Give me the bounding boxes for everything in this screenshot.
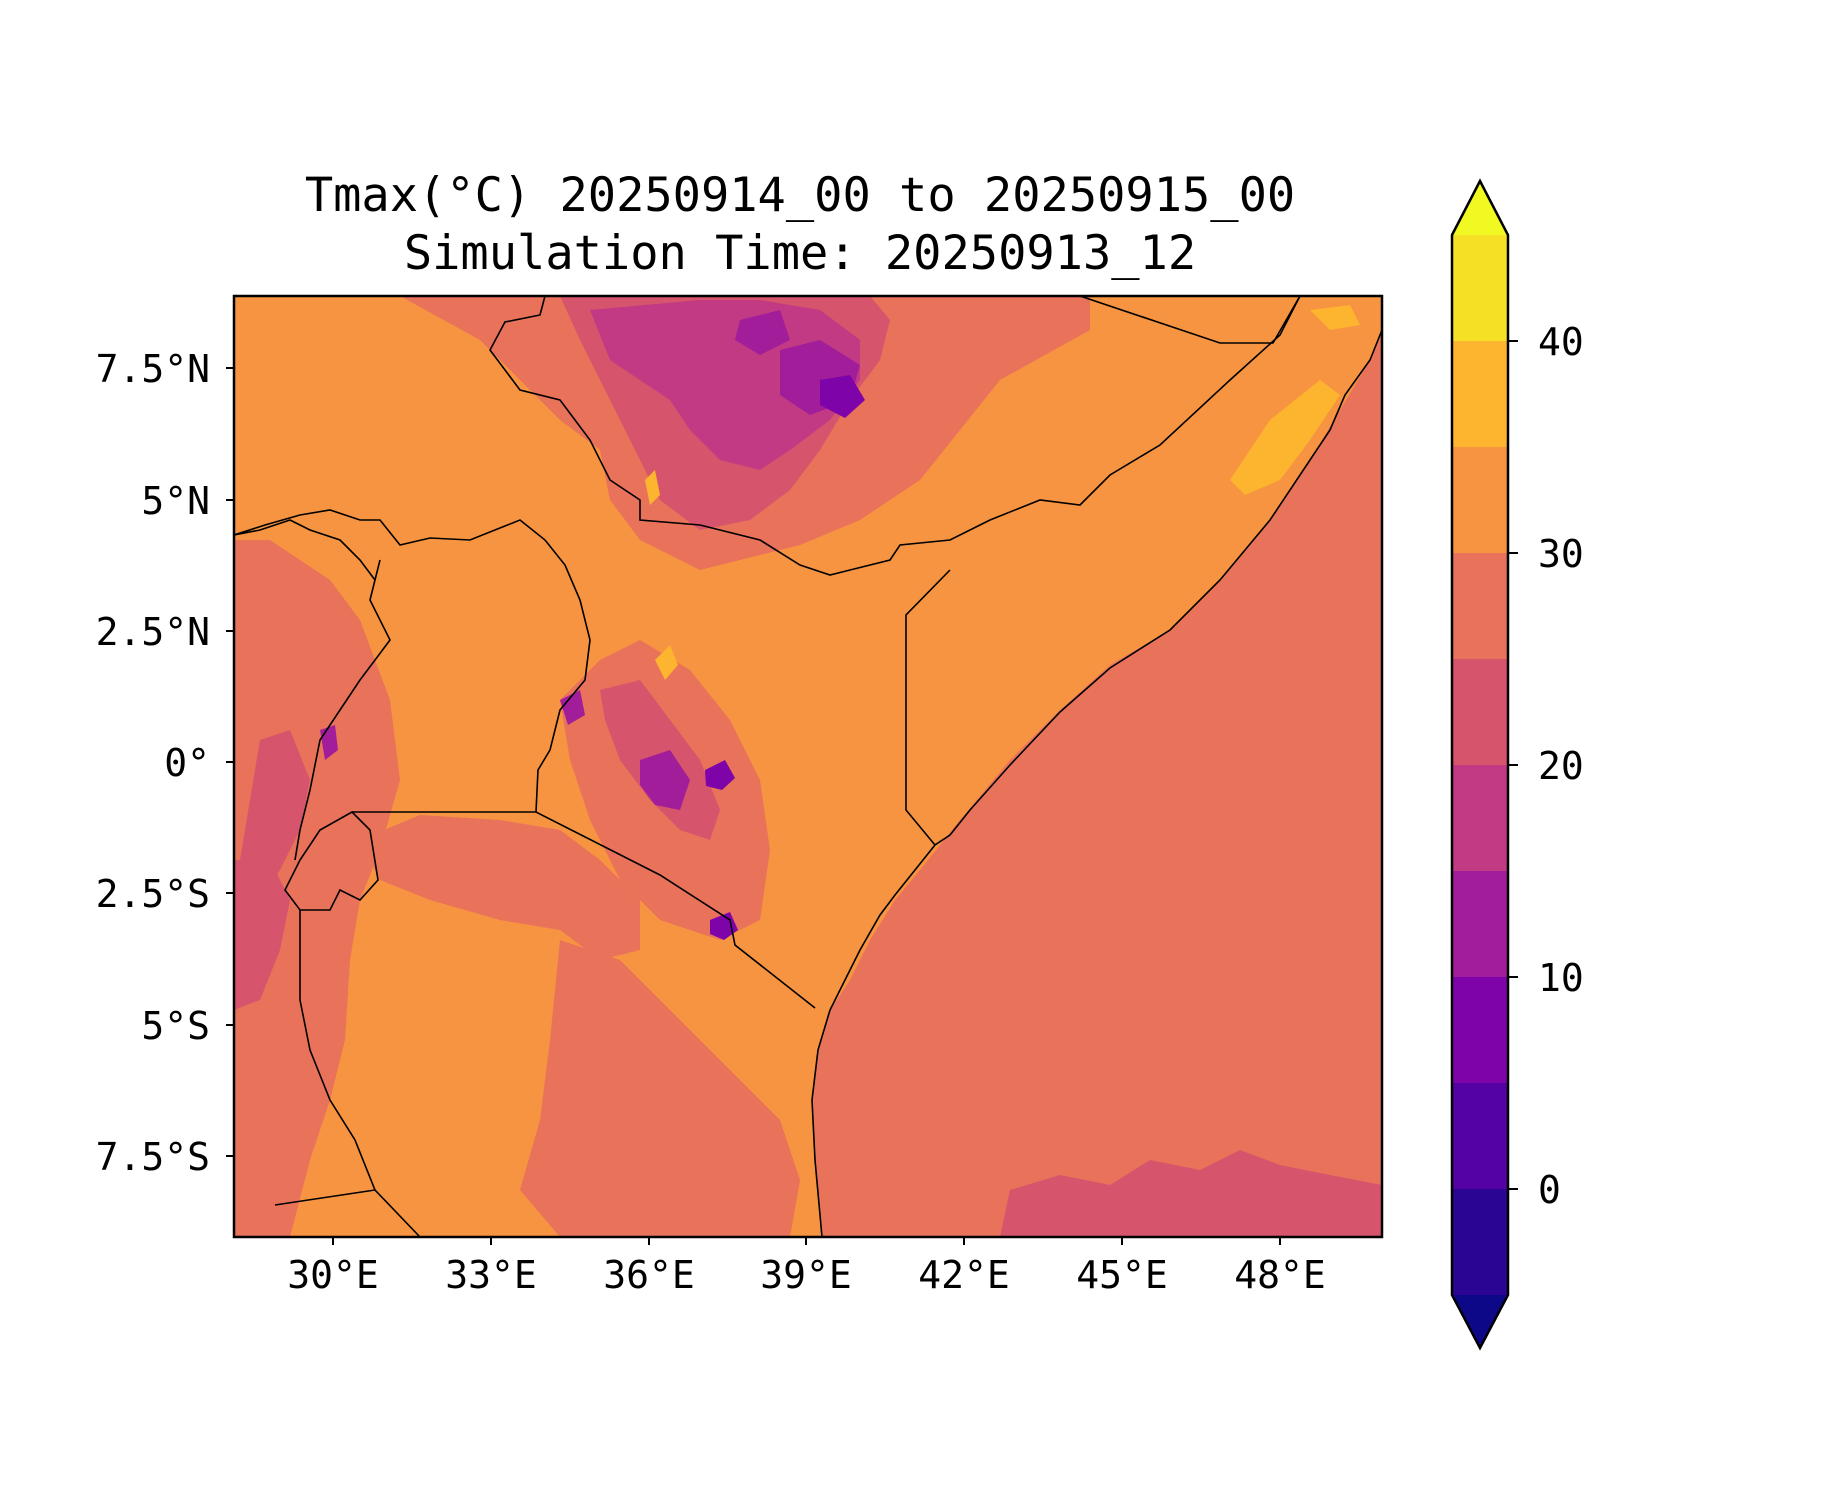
colorbar-outline — [1450, 178, 1510, 1351]
somalia-hot-zone — [1230, 380, 1340, 495]
colorbar-over-triangle — [1452, 181, 1508, 235]
sudan-hot-zone — [645, 470, 660, 505]
mt-kenya-peak — [705, 760, 735, 790]
lat-ticks — [226, 367, 234, 1157]
kilimanjaro-peak — [710, 912, 738, 940]
colorbar-bin — [1452, 977, 1508, 1083]
ethiopia-peak-2 — [820, 375, 865, 418]
colorbar-bin — [1452, 553, 1508, 659]
border-zambia — [274, 1189, 376, 1206]
djibouti-hot-zone — [1310, 305, 1360, 330]
lon-ticks — [332, 1237, 1281, 1245]
border-sudan-east — [234, 519, 376, 581]
border-ethiopia-somalia-north — [1079, 296, 1301, 344]
lat-label: 5°N — [141, 479, 210, 523]
west-region — [234, 540, 400, 1237]
lat-label: 7.5°N — [95, 347, 210, 391]
lon-label: 42°E — [918, 1253, 1010, 1297]
colorbar-bin — [1452, 341, 1508, 447]
elgon-peak — [560, 690, 585, 725]
chart-title-line2: Simulation Time: 20250913_12 — [403, 226, 1197, 281]
border-south-sudan-ethiopia — [489, 296, 1301, 576]
coastline — [811, 329, 1382, 1237]
lon-label: 45°E — [1076, 1253, 1168, 1297]
lon-label: 33°E — [445, 1253, 537, 1297]
border-uganda-kenya — [535, 539, 591, 813]
colorbar-under-triangle — [1452, 1295, 1508, 1348]
colorbar-bin — [1452, 765, 1508, 871]
border-lake-victoria-tanzania — [352, 811, 816, 1009]
colorbar-tick-label: 20 — [1538, 744, 1584, 788]
lon-label: 30°E — [287, 1253, 379, 1297]
country-borders — [234, 296, 1301, 1237]
lake-region — [360, 815, 640, 960]
map-frame — [232, 294, 1384, 1239]
ethiopia-highland-core — [590, 300, 860, 470]
lon-label: 48°E — [1234, 1253, 1326, 1297]
colorbar-tick-label: 40 — [1538, 320, 1584, 364]
lat-label: 7.5°S — [95, 1135, 210, 1179]
lon-label: 36°E — [603, 1253, 695, 1297]
turkana-hot-zone — [655, 645, 678, 680]
border-uganda — [234, 509, 546, 546]
colorbar-tick-label: 0 — [1538, 1168, 1561, 1212]
tanzania-highland — [520, 940, 800, 1237]
lat-label: 5°S — [141, 1004, 210, 1048]
western-rift-patch — [240, 730, 310, 960]
colorbar — [1450, 178, 1518, 1351]
colorbar-bin — [1452, 871, 1508, 977]
border-rwanda-burundi — [284, 811, 379, 911]
lat-label: 2.5°N — [95, 610, 210, 654]
colorbar-ticks — [1508, 340, 1518, 1190]
ocean-cool-band — [1000, 1150, 1382, 1237]
lon-label: 39°E — [760, 1253, 852, 1297]
colorbar-bin — [1452, 447, 1508, 553]
colorbar-tick-label: 10 — [1538, 956, 1584, 1000]
kenya-peak — [640, 750, 690, 810]
colorbar-bin — [1452, 235, 1508, 341]
map-panel — [234, 296, 1382, 1237]
colorbar-bin — [1452, 1083, 1508, 1189]
colorbar-tick-label: 30 — [1538, 532, 1584, 576]
border-drc-uganda — [294, 559, 391, 861]
border-kenya-somalia — [905, 569, 951, 846]
lat-label: 2.5°S — [95, 872, 210, 916]
lat-label: 0° — [164, 741, 210, 785]
colorbar-bin — [1452, 1189, 1508, 1295]
chart-title-line1: Tmax(°C) 20250914_00 to 20250915_00 — [304, 168, 1296, 223]
ethiopia-peak-3 — [735, 310, 790, 355]
colorbar-bin — [1452, 659, 1508, 765]
